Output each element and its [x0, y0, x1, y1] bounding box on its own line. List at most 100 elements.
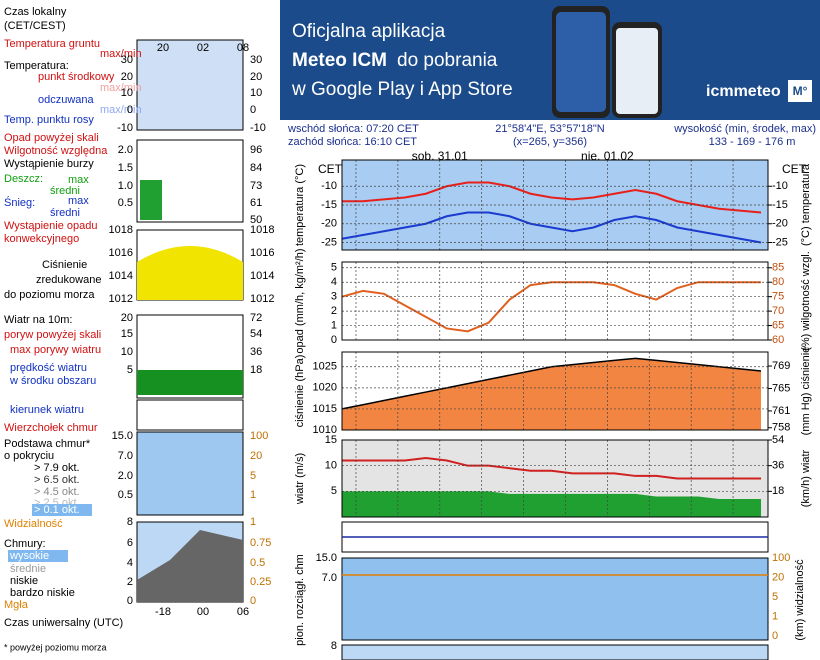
y-tick-label: 5 [331, 485, 337, 497]
y2-tick-label: 1018 [250, 224, 274, 236]
y-tick-label: 2.0 [118, 144, 133, 156]
y-tick-label: 1.5 [118, 162, 133, 174]
logo: icmmeteo [706, 83, 781, 100]
legend-label: Deszcz: [4, 173, 43, 185]
y2-tick-label: 30 [250, 54, 262, 66]
y2-tick-label: 5 [772, 591, 778, 603]
legend-label: Czas lokalny [4, 6, 67, 18]
y2-tick-label: 1014 [250, 270, 274, 282]
legend-panel [136, 139, 244, 223]
y2-tick-label: 54 [772, 434, 784, 446]
x-tick-label: 00 [197, 606, 209, 618]
banner[interactable] [280, 0, 820, 120]
y-tick-label: 10 [121, 87, 133, 99]
legend-label: Czas uniwersalny (UTC) [4, 617, 123, 629]
y-tick-label: -20 [321, 218, 337, 230]
y2-tick-label: -15 [772, 199, 788, 211]
y-tick-label: 1014 [109, 270, 133, 282]
y2-axis-label: (°C) temperatura [800, 163, 812, 246]
y2-axis-label: (km) widzialność [794, 559, 806, 641]
y2-tick-label: 20 [772, 571, 784, 583]
y-axis-label: temperatura (°C) [294, 164, 306, 246]
y-tick-label: 5 [331, 262, 337, 274]
grid-point: (x=265, y=356) [513, 136, 587, 148]
x-axis-label: CET [318, 162, 343, 176]
y-tick-label: 8 [127, 516, 133, 528]
line [342, 181, 762, 214]
legend-label: > 0.1 okt. [34, 504, 80, 516]
elevation: 133 - 169 - 176 m [709, 136, 796, 148]
y-tick-label: 0.5 [118, 197, 133, 209]
legend-panel [136, 399, 244, 431]
y2-tick-label: 761 [772, 405, 790, 417]
y2-tick-label: 5 [250, 470, 256, 482]
y-tick-label: 0 [127, 104, 133, 116]
y2-axis-label: (km/h) wiatr [800, 449, 812, 507]
banner-text: w Google Play i App Store [291, 79, 513, 100]
legend-label: konwekcyjnego [4, 233, 79, 245]
y2-tick-label: 60 [772, 334, 784, 346]
y-tick-label: 7.0 [118, 450, 133, 462]
y-tick-label: 1015 [313, 403, 337, 415]
phone-screen [556, 12, 606, 112]
y2-tick-label: 70 [772, 305, 784, 317]
panel-background [342, 262, 768, 340]
y-tick-label: 2 [331, 305, 337, 317]
y2-tick-label: -10 [250, 122, 266, 134]
y2-tick-label: 758 [772, 422, 790, 434]
y-tick-label: 1018 [109, 224, 133, 236]
y-axis-label: opad (mm/h, kg/m²/h) [294, 248, 306, 353]
y-tick-label: 15 [325, 434, 337, 446]
y2-tick-label: 61 [250, 197, 262, 209]
y2-tick-label: 0 [250, 104, 256, 116]
y-tick-label: 30 [121, 54, 133, 66]
legend-label: Widzialność [4, 518, 63, 530]
legend-label: > 7.9 okt. [34, 462, 80, 474]
y-axis-label: ciśnienie (hPa) [294, 355, 306, 428]
legend-label: Śnieg: [4, 196, 35, 209]
x-tick-label: 20 [157, 42, 169, 54]
y-tick-label: -15 [321, 199, 337, 211]
legend-label: Wystąpienie opadu [4, 220, 97, 232]
y2-tick-label: 10 [250, 87, 262, 99]
y2-tick-label: 1 [772, 610, 778, 622]
legend-panel [136, 431, 244, 516]
banner-text: Oficjalna aplikacja [292, 21, 446, 42]
y2-tick-label: 72 [250, 312, 262, 324]
legend-label: Wiatr na 10m: [4, 314, 72, 326]
y-tick-label: 0.5 [118, 489, 133, 501]
y-tick-label: 15 [121, 328, 133, 340]
legend-label: Temperatura gruntu [4, 38, 100, 50]
y2-tick-label: 0.75 [250, 537, 271, 549]
y2-tick-label: 75 [772, 291, 784, 303]
phone-screen [616, 28, 658, 114]
y-axis-label: wiatr (m/s) [294, 453, 306, 505]
y2-tick-label: 20 [250, 71, 262, 83]
area [342, 358, 762, 430]
y-tick-label: -10 [321, 180, 337, 192]
x-tick-label: 06 [237, 606, 249, 618]
y-tick-label: 6 [127, 537, 133, 549]
badge: M° [793, 84, 808, 98]
legend-panel [136, 39, 244, 131]
x-axis-label: CET [782, 162, 807, 176]
coords: 21°58'4"E, 53°57'18"N [495, 123, 605, 135]
y2-tick-label: 84 [250, 162, 262, 174]
legend-label: kierunek wiatru [10, 404, 84, 416]
y-tick-label: 1020 [313, 382, 337, 394]
sunrise: wschód słońca: 07:20 CET [287, 123, 419, 135]
badge-box [788, 80, 812, 102]
legend-swatch [137, 246, 243, 300]
legend-label: * powyżej poziomu morza [4, 642, 107, 652]
legend-label: max [68, 174, 89, 186]
y-tick-label: 4 [331, 276, 337, 288]
legend-swatch [140, 180, 162, 220]
y-tick-label: 1012 [109, 293, 133, 305]
y-tick-label: 1 [331, 319, 337, 331]
y-tick-label: 7.0 [322, 572, 337, 584]
legend-label: Temperatura: [4, 60, 69, 72]
banner-text: Meteo ICM [292, 50, 387, 71]
y-tick-label: 1.0 [118, 180, 133, 192]
legend-label: max/min [100, 48, 142, 60]
y-tick-label: 1016 [109, 247, 133, 259]
